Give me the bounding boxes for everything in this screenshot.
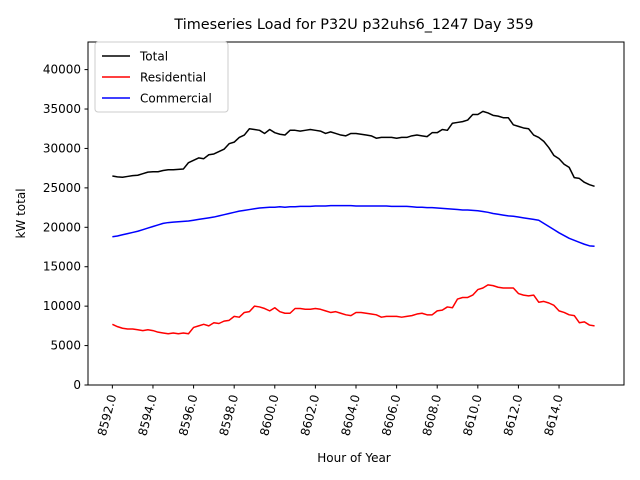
y-tick-label: 10000 [43,299,81,313]
series-layer [112,110,595,335]
legend-label-total: Total [139,50,168,64]
legend: Total Residential Commercial [94,41,229,113]
y-tick-label: 20000 [43,220,81,234]
y-tick-label: 30000 [43,141,81,155]
y-tick-label: 5000 [50,339,81,353]
y-tick-label: 15000 [43,260,81,274]
legend-label-residential: Residential [140,71,206,85]
legend-label-commercial: Commercial [140,92,212,106]
y-tick-label: 40000 [43,63,81,77]
y-tick-label: 25000 [43,181,81,195]
legend-box [94,41,229,113]
y-axis-label: kW total [14,188,28,238]
series-line-residential [112,284,595,335]
y-axis-ticks: 0 5000 10000 15000 20000 25000 30000 35000 40000 [43,63,88,392]
chart-title: Timeseries Load for P32U p32uhs6_1247 Da… [173,17,533,33]
series-line-total [112,110,595,188]
series-line-commercial [112,204,595,247]
y-tick-label: 35000 [43,102,81,116]
y-tick-label: 0 [73,378,81,392]
x-axis-label: Hour of Year [317,451,391,465]
